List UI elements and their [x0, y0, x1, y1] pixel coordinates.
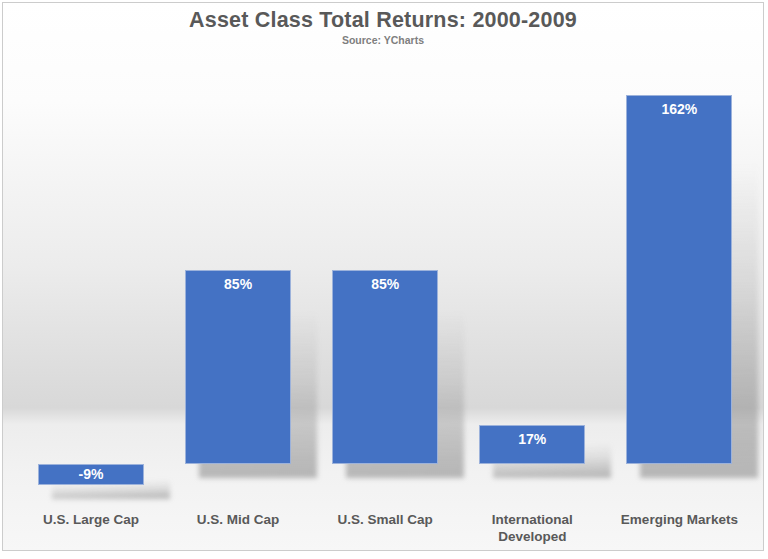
bar-emerging-markets [626, 95, 732, 464]
bar-value-label-u-s-mid-cap: 85% [185, 276, 291, 292]
bar-u-s-mid-cap [185, 270, 291, 464]
bar-value-label-u-s-small-cap: 85% [332, 276, 438, 292]
category-label-u-s-small-cap: U.S. Small Cap [310, 512, 460, 529]
category-label-emerging-markets: Emerging Markets [604, 512, 754, 529]
category-label-u-s-mid-cap: U.S. Mid Cap [163, 512, 313, 529]
chart-canvas: Asset Class Total Returns: 2000-2009 Sou… [2, 2, 764, 551]
chart-subtitle: Source: YCharts [3, 34, 763, 46]
chart-title: Asset Class Total Returns: 2000-2009 [3, 8, 763, 33]
bar-u-s-small-cap [332, 270, 438, 464]
category-label-international-developed: International Developed [457, 512, 607, 545]
bar-value-label-u-s-large-cap: -9% [38, 466, 144, 482]
bar-value-label-emerging-markets: 162% [626, 101, 732, 117]
bar-value-label-international-developed: 17% [479, 431, 585, 447]
category-label-u-s-large-cap: U.S. Large Cap [16, 512, 166, 529]
